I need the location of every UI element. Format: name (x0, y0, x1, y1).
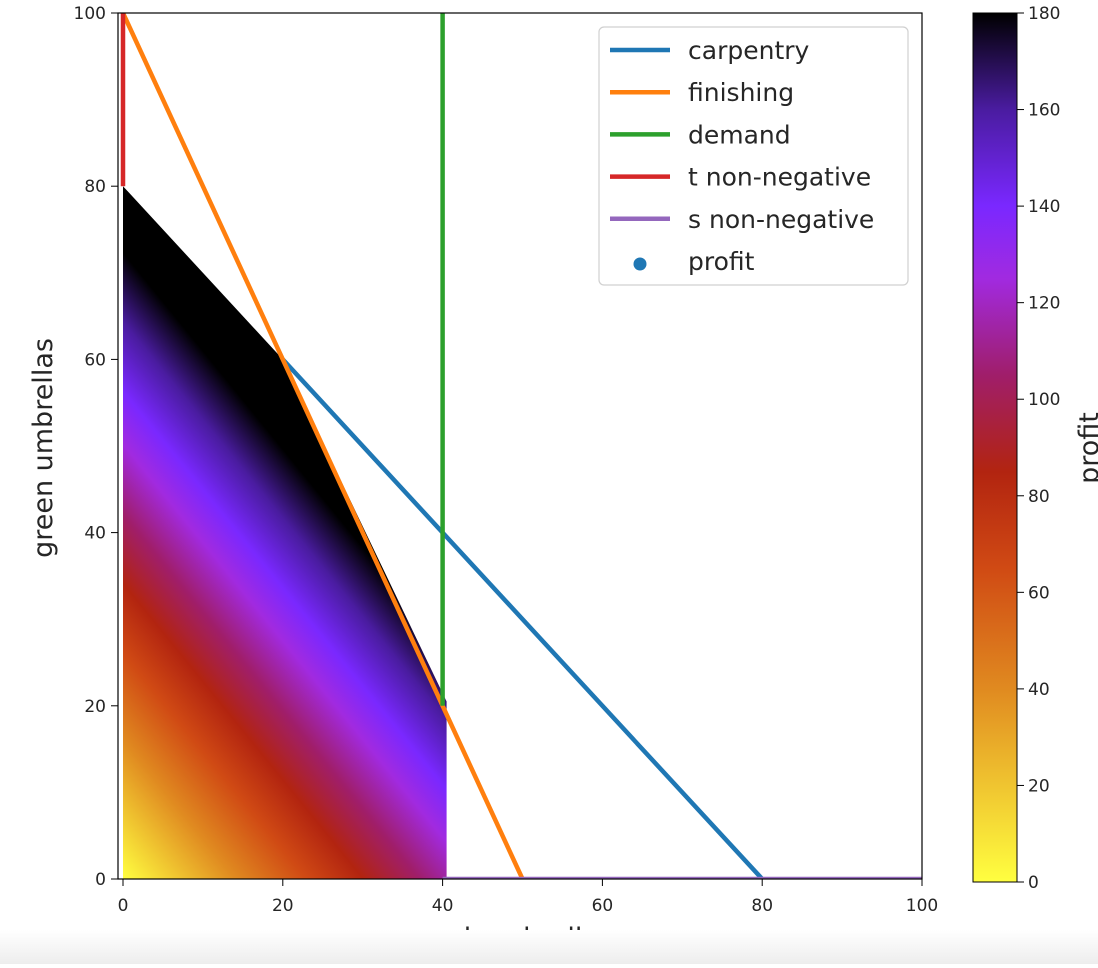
x-tick-label: 100 (906, 896, 938, 916)
colorbar-tick-label: 0 (1028, 873, 1039, 893)
y-axis-ticks: 0 20 40 60 80 100 (74, 4, 118, 890)
y-tick-label: 80 (84, 177, 106, 197)
series-line-carpentry (281, 357, 764, 879)
x-tick-label: 0 (118, 896, 129, 916)
legend: carpentry finishing demand t non-negative s … (598, 26, 909, 286)
colorbar-tick-label: 20 (1028, 776, 1050, 796)
colorbar-tick-label: 40 (1028, 680, 1050, 700)
series-line-finishing (120, 13, 525, 879)
colorbar-tick-label: 80 (1028, 487, 1050, 507)
profit-heatmap (123, 186, 447, 879)
heatmap-fill (123, 186, 447, 879)
window-bottom-edge (0, 930, 1098, 964)
legend-label: t non-negative (688, 163, 871, 192)
colorbar-gradient (972, 12, 1018, 883)
colorbar-tick-label: 60 (1028, 583, 1050, 603)
constraint-lines (120, 13, 922, 879)
colorbar-tick-label: 100 (1028, 390, 1060, 410)
plot-frame (117, 12, 923, 880)
y-tick-label: 60 (84, 350, 106, 370)
legend-label: finishing (688, 78, 794, 107)
y-tick-label: 0 (95, 870, 106, 890)
legend-box (598, 26, 909, 286)
colorbar: 0 20 40 60 80 100 120 140 160 180 (972, 4, 1060, 893)
colorbar-tick-label: 140 (1028, 197, 1060, 217)
x-tick-label: 60 (592, 896, 614, 916)
y-tick-label: 40 (84, 524, 106, 544)
legend-label: s non-negative (688, 205, 874, 234)
x-axis-ticks: 0 20 40 60 80 100 (118, 879, 938, 916)
colorbar-tick-label: 120 (1028, 294, 1060, 314)
legend-label: demand (688, 120, 791, 149)
x-tick-label: 20 (272, 896, 294, 916)
x-tick-label: 40 (432, 896, 454, 916)
legend-label: profit (688, 247, 755, 276)
colorbar-label: profit (1074, 412, 1098, 484)
y-axis-label: green umbrellas (28, 338, 59, 558)
colorbar-tick-label: 160 (1028, 101, 1060, 121)
y-tick-label: 20 (84, 697, 106, 717)
colorbar-tick-label: 180 (1028, 4, 1060, 24)
y-tick-label: 100 (74, 4, 106, 24)
x-tick-label: 80 (751, 896, 773, 916)
legend-label: carpentry (688, 36, 810, 65)
legend-swatch (633, 257, 647, 271)
